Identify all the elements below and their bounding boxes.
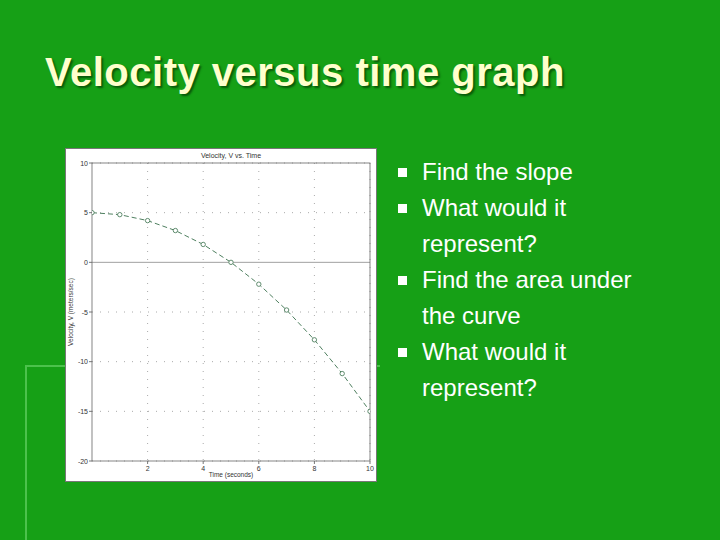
grid-line (92, 212, 370, 213)
tick-label: 4 (201, 465, 205, 472)
grid-line (258, 163, 259, 461)
bullet-text: What would it represent? (422, 194, 566, 257)
chart-box: Velocity, V vs. Time -20 -15 -10 -5 0 5 10 2 4 6 8 1… (65, 148, 377, 482)
tick-label: -10 (78, 358, 88, 365)
bullet-square (398, 348, 407, 357)
tick-mark (370, 461, 371, 464)
tick-mark (89, 411, 92, 412)
bullet-square (398, 276, 407, 285)
bullet: What would it represent? (395, 334, 662, 406)
grid-line (314, 163, 315, 461)
bullet-text: Find the area under the curve (422, 266, 631, 329)
tick-mark (89, 461, 92, 462)
x-axis-label: Time (seconds) (209, 471, 254, 479)
tick-mark (89, 262, 92, 263)
tick-mark (89, 212, 92, 213)
tick-label: 10 (366, 465, 374, 472)
data-point (201, 242, 205, 246)
grid-line (92, 312, 370, 313)
data-point (284, 308, 288, 312)
data-line (92, 213, 370, 412)
tick-label: -20 (78, 458, 88, 465)
bullet-text: Find the slope (422, 158, 573, 185)
bullet: What would it represent? (395, 190, 662, 262)
data-group (92, 210, 370, 413)
slide-title: Velocity versus time graph (45, 50, 565, 95)
tick-mark (89, 163, 92, 164)
tick-mark (314, 461, 315, 464)
tick-mark (147, 461, 148, 464)
tick-mark (258, 461, 259, 464)
chart: Velocity, V vs. Time -20 -15 -10 -5 0 5 10 2 4 6 8 1… (66, 149, 376, 481)
grid-line (203, 163, 204, 461)
chart-title: Velocity, V vs. Time (201, 152, 261, 160)
data-point (257, 282, 261, 286)
plot-frame (92, 163, 370, 461)
data-point (92, 210, 94, 214)
grid-line (92, 361, 370, 362)
tick-label: -15 (78, 408, 88, 415)
tick-mark (89, 312, 92, 313)
tick-mark (89, 361, 92, 362)
y-axis-label: Velocity, V (meters/sec) (67, 278, 75, 346)
data-point (118, 212, 122, 216)
tick-label: 2 (146, 465, 150, 472)
tick-label: -5 (82, 309, 88, 316)
tick-label: 0 (84, 259, 88, 266)
data-point (312, 338, 316, 342)
bullet-list: Find the slope What would it represent? Fi… (395, 154, 695, 406)
bullet: Find the area under the curve (395, 262, 662, 334)
tick-mark (203, 461, 204, 464)
data-point (173, 228, 177, 232)
tick-label: 5 (84, 209, 88, 216)
tick-label: 10 (80, 160, 88, 167)
bullet-square (398, 204, 407, 213)
bullet: Find the slope (395, 154, 662, 190)
tick-label: 8 (312, 465, 316, 472)
data-point (368, 409, 370, 413)
data-point (340, 371, 344, 375)
data-point (229, 260, 233, 264)
bullet-square (398, 168, 407, 177)
tick-label: 6 (257, 465, 261, 472)
grid-line (147, 163, 148, 461)
data-point (145, 218, 149, 222)
decor-line (25, 365, 27, 540)
bullet-text: What would it represent? (422, 338, 566, 401)
grid-line (92, 411, 370, 412)
